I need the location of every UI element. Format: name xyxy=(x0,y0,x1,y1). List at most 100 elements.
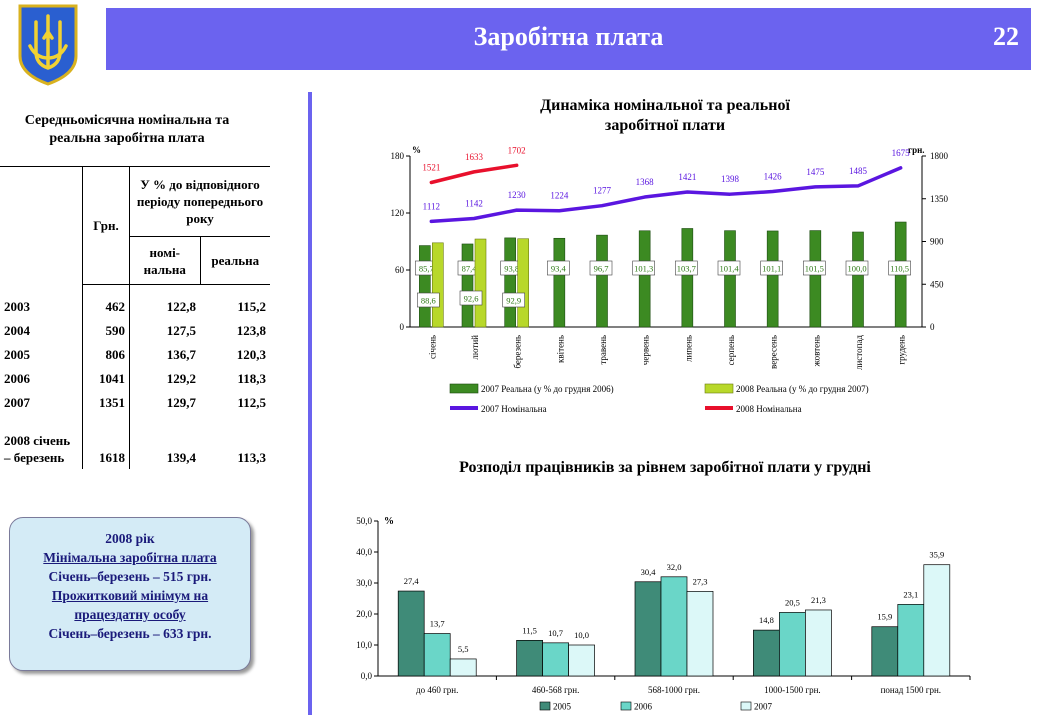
chart2-bar-2007 xyxy=(449,658,477,677)
row-year: 2005 xyxy=(0,342,83,367)
chart2-bar-2006 xyxy=(423,633,451,677)
chart2-bar-2006 xyxy=(542,642,569,677)
row-year: 2004 xyxy=(0,318,83,343)
chart2-bar-label: 14,8 xyxy=(759,615,774,625)
chart2-y-tick-label: 20,0 xyxy=(356,609,372,619)
chart2-bar-label: 23,1 xyxy=(903,589,918,599)
row-year: 2008 січень – березень xyxy=(0,414,83,469)
chart1-legend-swatch-2007-real xyxy=(449,383,479,394)
chart2-bar-2006 xyxy=(779,612,806,677)
row-real: 113,3 xyxy=(237,449,266,465)
row-uah: 1351 xyxy=(82,390,130,415)
vertical-divider xyxy=(308,92,312,715)
table-spacer xyxy=(82,284,130,295)
chart1-bar-2007-real xyxy=(504,237,516,328)
chart1-bar-label-2007: 101,3 xyxy=(634,264,653,274)
row-nominal: 122,8 xyxy=(166,298,196,314)
chart2-y-tick-label: 30,0 xyxy=(356,578,372,588)
chart1-bar-2008-real xyxy=(432,242,444,328)
chart1-bar-label-2008: 92,6 xyxy=(464,294,479,304)
chart2-bar-label: 11,5 xyxy=(522,625,537,635)
chart2-bar-2005 xyxy=(634,581,662,677)
chart2-bar-2007 xyxy=(686,591,714,677)
chart2-bar-2006 xyxy=(660,576,688,677)
table-spacer xyxy=(130,285,201,295)
chart1-x-tick-label: червень xyxy=(641,335,651,365)
table-row: 2008 січень – березень 1618 139,4 113,3 xyxy=(0,414,270,469)
salary-table: Грн. У % до відповідного періоду поперед… xyxy=(0,166,270,469)
chart1-legend-2007-real: 2007 Реальна (у % до грудня 2006) xyxy=(481,384,614,394)
chart1-bar-label-2007: 100,0 xyxy=(847,264,866,274)
chart1-line-label-2007: 1277 xyxy=(593,186,612,196)
chart2-bar-label: 32,0 xyxy=(667,562,682,572)
chart1-x-tick-label: листопад xyxy=(854,335,864,370)
table-spacer xyxy=(200,285,270,295)
row-uah: 590 xyxy=(82,318,130,343)
chart2-y-unit: % xyxy=(384,516,394,527)
row-real: 123,8 xyxy=(236,322,266,338)
chart1-x-tick-label: квітень xyxy=(555,335,565,363)
chart1-bar-label-2007: 96,7 xyxy=(594,264,609,274)
chart2-bar-label: 30,4 xyxy=(641,567,657,577)
chart2-bar-label: 15,9 xyxy=(877,612,892,622)
chart1-legend-swatch-2008-real xyxy=(704,383,734,394)
chart1-bar-label-2008: 88,6 xyxy=(421,296,436,306)
chart2-legend-2005: 2005 xyxy=(553,702,572,712)
row-uah: 806 xyxy=(82,342,130,367)
chart1-bar-2007-real xyxy=(638,230,651,328)
row-real: 112,5 xyxy=(237,394,266,410)
chart2-x-tick-label: 568-1000 грн. xyxy=(648,685,700,695)
table-row: 2005 806 136,7 120,3 xyxy=(0,342,270,367)
chart1-x-tick-label: березень xyxy=(513,335,523,369)
chart1-line-label-2007: 1421 xyxy=(678,172,696,182)
header-real: реальна xyxy=(200,236,270,285)
chart2-bar-label: 35,9 xyxy=(929,550,944,560)
min-wage-label: Мінімальна заробітна плата xyxy=(43,550,217,565)
chart1-x-tick-label: травень xyxy=(598,335,608,365)
chart1-legend-2008-nominal: 2008 Номінальна xyxy=(736,404,802,414)
chart1-x-tick-label: жовтень xyxy=(811,335,821,367)
chart2-bar-2005 xyxy=(397,590,425,677)
chart1-bar-label-box xyxy=(457,260,481,276)
chart1-line-label-2007: 1475 xyxy=(806,167,825,177)
chart1-legend-2007-nominal: 2007 Номінальна xyxy=(481,404,547,414)
row-nominal: 129,7 xyxy=(166,394,196,410)
chart1-bar-label-2007: 103,7 xyxy=(677,264,696,274)
chart2-legend-swatch-2006 xyxy=(620,701,632,711)
chart1-left-unit: % xyxy=(412,145,421,155)
chart1-bar-2007-real xyxy=(461,243,474,328)
row-uah: 1041 xyxy=(82,366,130,391)
chart1-x-tick-label: грудень xyxy=(897,335,907,365)
chart1-bar-label-box xyxy=(500,260,523,276)
chart2-legend-2006: 2006 xyxy=(634,702,653,712)
chart1-right-tick-label: 900 xyxy=(930,237,944,247)
chart1-bar-label-2007: 101,5 xyxy=(805,264,824,274)
chart1-right-tick-label: 0 xyxy=(930,322,935,332)
chart2-bar-label: 13,7 xyxy=(430,619,445,629)
chart1-bar-label-box xyxy=(547,260,570,276)
chart2-bar-2005 xyxy=(753,629,780,677)
chart1-bar-2007-real xyxy=(681,228,694,328)
chart2-legend-swatch-2005 xyxy=(539,701,551,711)
header-percent: У % до відповідного періоду попереднього… xyxy=(129,166,270,237)
chart2-bar-label: 20,5 xyxy=(785,597,800,607)
chart1-line-label-2007: 1142 xyxy=(465,199,483,209)
chart1-bar-label-box xyxy=(502,292,525,308)
chart2-bar-label: 27,4 xyxy=(404,576,420,586)
row-year: 2003 xyxy=(0,294,83,319)
chart1-x-tick-label: липень xyxy=(683,335,693,362)
chart1-right-tick-label: 450 xyxy=(930,279,944,289)
page-number: 22 xyxy=(993,22,1019,51)
chart1-bar-label-box xyxy=(888,260,911,276)
header-nominal: номі-нальна xyxy=(129,236,201,285)
chart2-y-tick-label: 40,0 xyxy=(356,547,372,557)
chart1-bar-label-box xyxy=(589,260,613,276)
chart2-y-tick-label: 50,0 xyxy=(356,516,372,526)
chart1-bar-2007-real xyxy=(724,230,736,328)
chart1-left-tick-label: 180 xyxy=(391,151,405,161)
chart1-bar-2007-real xyxy=(553,237,566,328)
row-nominal: 127,5 xyxy=(166,322,196,338)
chart1-bar-label-2008: 92,9 xyxy=(506,296,521,306)
row-uah: 462 xyxy=(82,294,130,319)
chart2-legend-2007: 2007 xyxy=(754,702,773,712)
